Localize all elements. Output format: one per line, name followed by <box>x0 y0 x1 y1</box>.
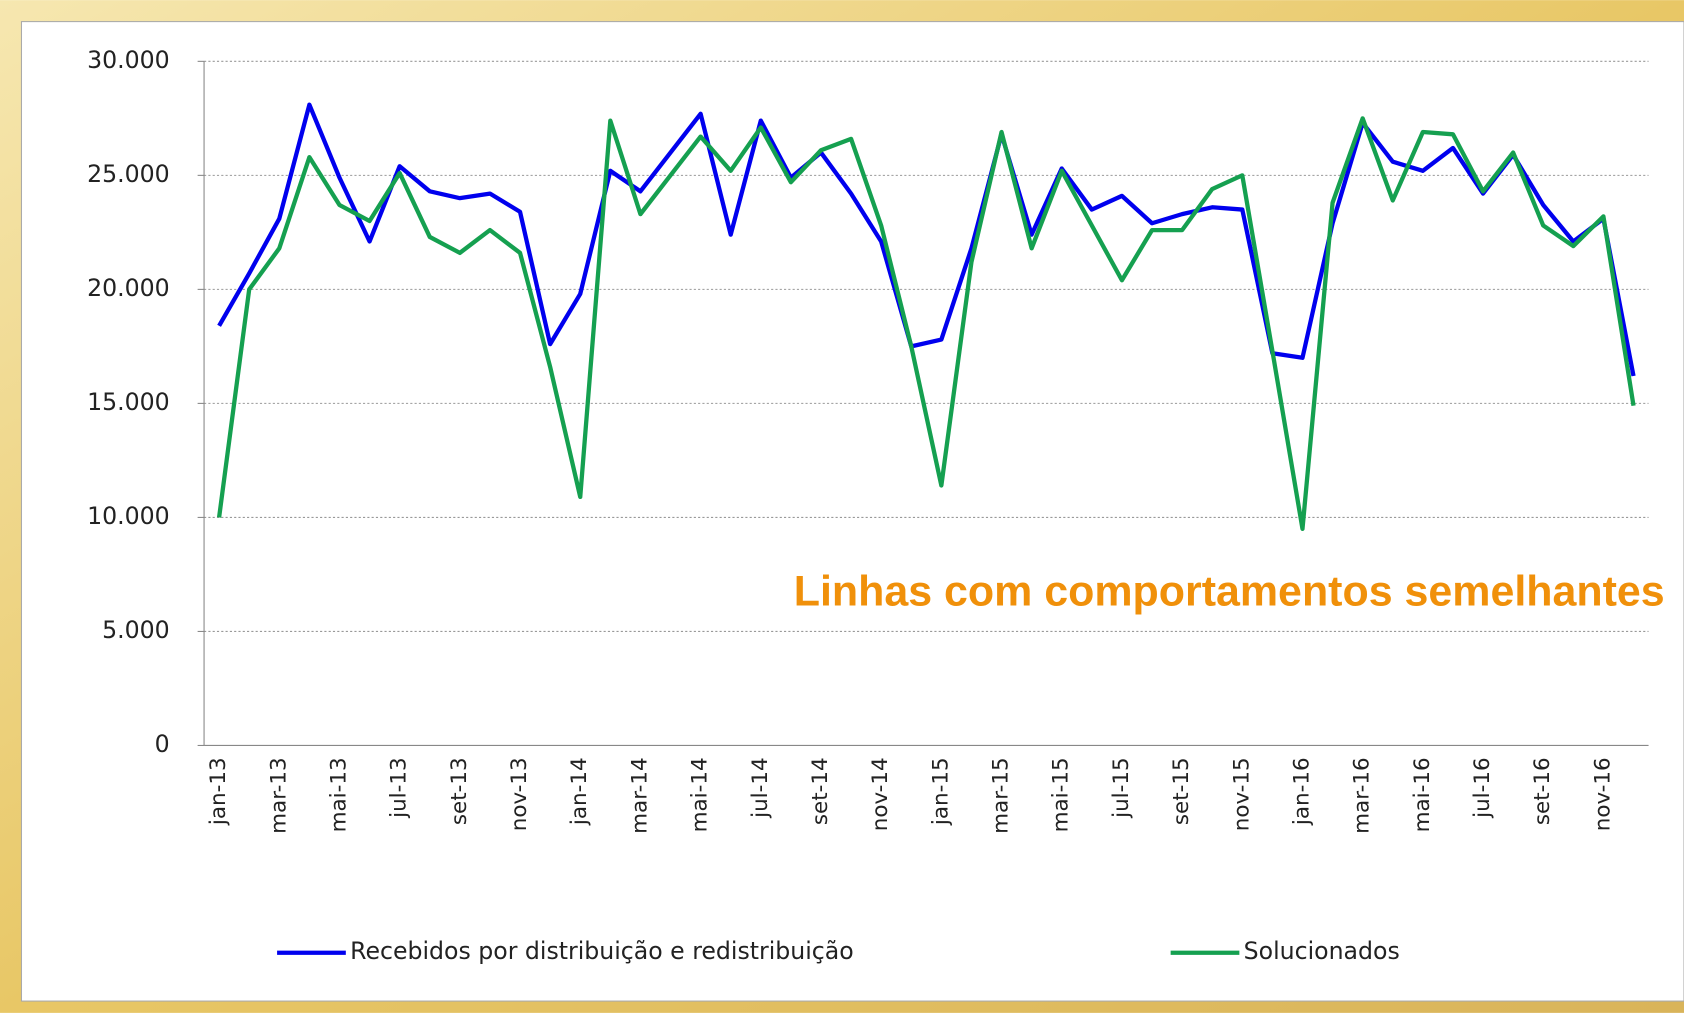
line-series <box>216 116 1636 531</box>
x-tick-label: set-13 <box>447 757 472 825</box>
y-tick-label: 20.000 <box>87 274 170 302</box>
line-series <box>217 102 1636 377</box>
y-tick-label: 15.000 <box>87 388 170 416</box>
x-tick-label: jul-15 <box>1109 757 1134 819</box>
legend-label: Recebidos por distribuição e redistribui… <box>350 937 854 965</box>
x-tick-label: jan-14 <box>567 757 592 826</box>
y-tick-label: 10.000 <box>87 502 170 530</box>
x-tick-label: mar-14 <box>627 757 652 834</box>
x-tick-label: set-15 <box>1169 757 1194 825</box>
x-tick-label: nov-14 <box>868 757 893 831</box>
x-tick-label: mai-16 <box>1410 757 1435 832</box>
x-tick-label: jul-16 <box>1470 757 1495 819</box>
x-tick-label: set-14 <box>808 757 833 825</box>
y-tick-label: 5.000 <box>102 616 170 644</box>
x-tick-label: nov-16 <box>1590 757 1615 831</box>
legend-label: Solucionados <box>1244 937 1400 965</box>
x-tick-label: mar-15 <box>989 757 1014 834</box>
plot-background <box>20 21 1684 1002</box>
x-tick-label: jul-14 <box>748 757 773 819</box>
x-tick-label: nov-13 <box>507 757 532 831</box>
x-tick-label: set-16 <box>1530 757 1555 825</box>
x-tick-label: mai-15 <box>1049 757 1074 832</box>
x-tick-label: jan-15 <box>928 757 953 826</box>
y-tick-label: 0 <box>155 730 170 758</box>
x-tick-label: mai-14 <box>688 757 713 832</box>
x-tick-label: jan-13 <box>206 757 231 826</box>
y-tick-label: 25.000 <box>87 160 170 188</box>
x-tick-label: jan-16 <box>1289 757 1314 826</box>
y-tick-label: 30.000 <box>87 46 170 74</box>
x-tick-label: jul-13 <box>387 757 412 819</box>
x-tick-label: mar-16 <box>1350 757 1375 834</box>
annotation: Linhas com comportamentos semelhantes <box>794 567 1665 615</box>
x-tick-label: nov-15 <box>1229 757 1254 831</box>
x-tick-label: mai-13 <box>326 757 351 832</box>
x-tick-label: mar-13 <box>266 757 291 834</box>
